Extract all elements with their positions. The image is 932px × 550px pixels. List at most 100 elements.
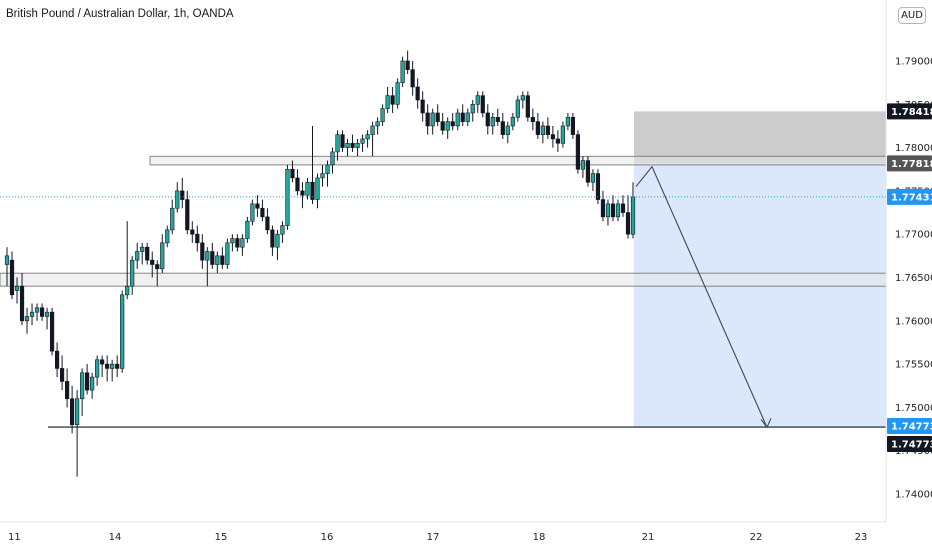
- candle-body: [225, 242, 230, 265]
- price-tick-label: 1.76000: [895, 316, 932, 327]
- price-tick-label: 1.79000: [895, 57, 932, 68]
- candle-body: [210, 251, 215, 265]
- candle-body: [430, 112, 435, 127]
- candle-body: [245, 220, 250, 239]
- candle-body: [540, 125, 545, 135]
- candle-body: [485, 112, 490, 127]
- candle-body: [585, 160, 591, 183]
- candle-body: [250, 203, 255, 222]
- candle-body: [610, 203, 616, 218]
- candle-body: [145, 246, 150, 261]
- price-tick-label: 1.76500: [895, 273, 932, 284]
- candle-body: [500, 121, 505, 135]
- candle-body: [365, 134, 370, 140]
- candle-body: [325, 164, 330, 174]
- price-tag-bg: [887, 436, 932, 453]
- candle-body: [140, 246, 145, 252]
- price-tick-label: 1.75500: [895, 360, 932, 371]
- candle-body: [340, 134, 345, 148]
- candle-body: [580, 160, 586, 170]
- candle-body: [220, 255, 225, 265]
- candle-body: [620, 203, 626, 213]
- price-tag-bg: [887, 188, 932, 205]
- candle-body: [535, 121, 540, 135]
- candle-body: [195, 233, 200, 244]
- candle-body: [150, 259, 155, 265]
- candle-body: [80, 372, 85, 400]
- candle-body: [255, 203, 260, 209]
- price-tag-label: 1.78418: [891, 107, 932, 118]
- candle-body: [420, 99, 425, 114]
- candle-body: [385, 95, 390, 109]
- candle-body: [425, 112, 430, 127]
- candle-body: [190, 229, 195, 235]
- candle-body: [75, 398, 80, 426]
- candle-body: [480, 95, 485, 114]
- price-tags: 1.78418 1.77818 1.77431 1.74773 1.74773: [887, 103, 932, 453]
- candle-body: [265, 216, 270, 231]
- candle-body: [260, 207, 265, 218]
- time-tick-label: 18: [533, 532, 546, 543]
- candle-body: [550, 134, 555, 140]
- candle-body: [395, 82, 400, 105]
- candle-body: [570, 116, 576, 135]
- projection-arrow: [635, 165, 768, 428]
- candle-body: [410, 69, 415, 88]
- candle-body: [445, 121, 450, 131]
- candle-body: [605, 203, 611, 218]
- candle-body: [54, 350, 60, 369]
- candle-body: [39, 307, 45, 317]
- candle-body: [545, 125, 550, 135]
- candle-body: [175, 190, 180, 209]
- candle-body: [300, 190, 305, 196]
- time-tick-label: 11: [8, 532, 21, 543]
- candle-body: [230, 238, 235, 244]
- candle-body: [120, 294, 125, 369]
- candle-body: [560, 125, 565, 144]
- candle-body: [510, 116, 515, 127]
- price-tick-label: 1.78000: [895, 143, 932, 154]
- candle-body: [180, 190, 185, 200]
- candle-body: [240, 238, 245, 248]
- currency-badge[interactable]: AUD: [898, 7, 926, 24]
- candle-body: [525, 95, 530, 118]
- candle-body: [590, 173, 596, 183]
- candle-body: [400, 60, 405, 83]
- candle-body: [110, 363, 115, 369]
- candle-body: [44, 311, 50, 317]
- candle-body: [295, 177, 300, 192]
- price-tag-label: 1.77818: [891, 159, 932, 170]
- candle-body: [270, 229, 275, 248]
- zones-layer: [0, 111, 887, 428]
- candle-body: [515, 99, 520, 118]
- candle-body: [455, 112, 460, 127]
- stop-loss-zone: [634, 111, 886, 164]
- candle-body: [460, 112, 465, 122]
- candle-body: [490, 116, 495, 127]
- time-tick-label: 22: [750, 532, 763, 543]
- candle-body: [125, 285, 130, 296]
- price-tag: 1.74773: [887, 418, 932, 435]
- price-tag-bg: [887, 155, 932, 172]
- candle-body: [575, 134, 581, 170]
- candle-body: [330, 151, 335, 166]
- candle-body: [435, 112, 440, 122]
- candle-body: [280, 225, 285, 235]
- candle-body: [155, 264, 160, 270]
- candle-body: [205, 251, 210, 261]
- drawings-layer: [0, 165, 886, 429]
- candle-body: [495, 116, 500, 122]
- time-tick-label: 15: [215, 532, 228, 543]
- candle-body: [135, 251, 140, 261]
- candle-body: [59, 368, 65, 382]
- price-tick-label: 1.77000: [895, 230, 932, 241]
- candle-body: [595, 173, 601, 200]
- candle-body: [14, 285, 20, 291]
- candle-body: [450, 121, 455, 127]
- candle-body: [530, 116, 535, 122]
- candle-body: [49, 311, 55, 352]
- time-axis[interactable]: 11 14 15 16 17 18 21 22 23: [8, 532, 867, 543]
- time-tick-label: 17: [427, 532, 440, 543]
- price-tag: 1.77818: [887, 155, 932, 172]
